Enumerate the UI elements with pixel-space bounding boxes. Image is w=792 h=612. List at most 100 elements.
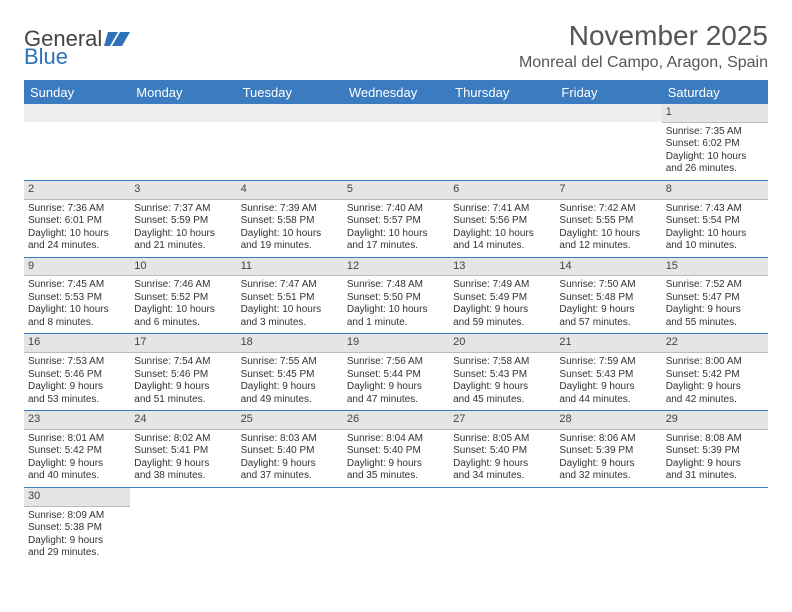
sunset-text: Sunset: 5:47 PM — [666, 292, 764, 305]
day-content: Sunrise: 8:01 AMSunset: 5:42 PMDaylight:… — [28, 433, 126, 483]
week-row: 23Sunrise: 8:01 AMSunset: 5:42 PMDayligh… — [24, 411, 768, 488]
sunset-text: Sunset: 5:41 PM — [134, 445, 232, 458]
day-number: 19 — [343, 334, 449, 353]
day-number: 30 — [24, 488, 130, 507]
sunrise-text: Sunrise: 7:48 AM — [347, 279, 445, 292]
empty-cell — [449, 488, 555, 564]
day-number: 4 — [237, 181, 343, 200]
daylight2-text: and 26 minutes. — [666, 163, 764, 176]
sunset-text: Sunset: 5:42 PM — [666, 369, 764, 382]
daylight1-text: Daylight: 10 hours — [134, 228, 232, 241]
day-number: 16 — [24, 334, 130, 353]
daylight1-text: Daylight: 10 hours — [28, 228, 126, 241]
empty-bar — [343, 104, 449, 122]
day-cell: 18 Sunrise: 7:55 AMSunset: 5:45 PMDayligh… — [237, 334, 343, 410]
day-content: Sunrise: 8:04 AMSunset: 5:40 PMDaylight:… — [347, 433, 445, 483]
sunrise-text: Sunrise: 7:54 AM — [134, 356, 232, 369]
daylight2-text: and 14 minutes. — [453, 240, 551, 253]
empty-cell — [343, 104, 449, 180]
day-cell: 4 Sunrise: 7:39 AMSunset: 5:58 PMDaylight… — [237, 181, 343, 257]
day-content: Sunrise: 7:40 AMSunset: 5:57 PMDaylight:… — [347, 203, 445, 253]
daylight2-text: and 12 minutes. — [559, 240, 657, 253]
day-number: 18 — [237, 334, 343, 353]
sunrise-text: Sunrise: 7:56 AM — [347, 356, 445, 369]
day-content: Sunrise: 7:55 AMSunset: 5:45 PMDaylight:… — [241, 356, 339, 406]
empty-cell — [662, 488, 768, 564]
sunset-text: Sunset: 5:55 PM — [559, 215, 657, 228]
day-cell: 7Sunrise: 7:42 AMSunset: 5:55 PMDaylight… — [555, 181, 661, 257]
day-content: Sunrise: 7:37 AMSunset: 5:59 PMDaylight:… — [134, 203, 232, 253]
sunset-text: Sunset: 5:43 PM — [453, 369, 551, 382]
day-cell: 2Sunrise: 7:36 AMSunset: 6:01 PMDaylight… — [24, 181, 130, 257]
sunrise-text: Sunrise: 8:02 AM — [134, 433, 232, 446]
daylight2-text: and 24 minutes. — [28, 240, 126, 253]
sunset-text: Sunset: 5:57 PM — [347, 215, 445, 228]
daylight1-text: Daylight: 10 hours — [453, 228, 551, 241]
daylight1-text: Daylight: 10 hours — [241, 228, 339, 241]
sunset-text: Sunset: 5:40 PM — [241, 445, 339, 458]
day-cell: 6Sunrise: 7:41 AMSunset: 5:56 PMDaylight… — [449, 181, 555, 257]
sunrise-text: Sunrise: 7:41 AM — [453, 203, 551, 216]
day-content: Sunrise: 7:48 AMSunset: 5:50 PMDaylight:… — [347, 279, 445, 329]
day-content: Sunrise: 7:36 AMSunset: 6:01 PMDaylight:… — [28, 203, 126, 253]
daylight2-text: and 44 minutes. — [559, 394, 657, 407]
day-cell: 1Sunrise: 7:35 AMSunset: 6:02 PMDaylight… — [662, 104, 768, 180]
daylight2-text: and 19 minutes. — [241, 240, 339, 253]
sunset-text: Sunset: 5:59 PM — [134, 215, 232, 228]
daylight1-text: Daylight: 10 hours — [559, 228, 657, 241]
empty-bar — [449, 104, 555, 122]
logo-flag-icon — [104, 30, 130, 48]
day-number: 12 — [343, 258, 449, 277]
day-cell: 14Sunrise: 7:50 AMSunset: 5:48 PMDayligh… — [555, 258, 661, 334]
day-cell: 16Sunrise: 7:53 AMSunset: 5:46 PMDayligh… — [24, 334, 130, 410]
daylight1-text: Daylight: 9 hours — [347, 458, 445, 471]
day-cell: 17Sunrise: 7:54 AMSunset: 5:46 PMDayligh… — [130, 334, 236, 410]
day-header-thursday: Thursday — [449, 85, 555, 100]
sunset-text: Sunset: 5:54 PM — [666, 215, 764, 228]
daylight2-text: and 55 minutes. — [666, 317, 764, 330]
sunrise-text: Sunrise: 7:40 AM — [347, 203, 445, 216]
sunset-text: Sunset: 5:58 PM — [241, 215, 339, 228]
daylight2-text: and 38 minutes. — [134, 470, 232, 483]
daylight2-text: and 3 minutes. — [241, 317, 339, 330]
day-cell: 19Sunrise: 7:56 AMSunset: 5:44 PMDayligh… — [343, 334, 449, 410]
sunrise-text: Sunrise: 8:04 AM — [347, 433, 445, 446]
day-cell: 13Sunrise: 7:49 AMSunset: 5:49 PMDayligh… — [449, 258, 555, 334]
day-content: Sunrise: 7:58 AMSunset: 5:43 PMDaylight:… — [453, 356, 551, 406]
day-cell: 24Sunrise: 8:02 AMSunset: 5:41 PMDayligh… — [130, 411, 236, 487]
week-row: 30Sunrise: 8:09 AMSunset: 5:38 PMDayligh… — [24, 488, 768, 564]
sunset-text: Sunset: 5:44 PM — [347, 369, 445, 382]
daylight1-text: Daylight: 9 hours — [241, 381, 339, 394]
week-row: 9Sunrise: 7:45 AMSunset: 5:53 PMDaylight… — [24, 258, 768, 335]
day-cell: 25Sunrise: 8:03 AMSunset: 5:40 PMDayligh… — [237, 411, 343, 487]
sunrise-text: Sunrise: 8:03 AM — [241, 433, 339, 446]
week-row: 1Sunrise: 7:35 AMSunset: 6:02 PMDaylight… — [24, 104, 768, 181]
empty-bar — [24, 104, 130, 122]
daylight2-text: and 51 minutes. — [134, 394, 232, 407]
empty-cell — [449, 104, 555, 180]
day-content: Sunrise: 7:35 AMSunset: 6:02 PMDaylight:… — [666, 126, 764, 176]
location: Monreal del Campo, Aragon, Spain — [519, 54, 768, 72]
sunrise-text: Sunrise: 7:45 AM — [28, 279, 126, 292]
sunset-text: Sunset: 5:42 PM — [28, 445, 126, 458]
daylight1-text: Daylight: 9 hours — [666, 304, 764, 317]
sunset-text: Sunset: 5:51 PM — [241, 292, 339, 305]
day-number: 27 — [449, 411, 555, 430]
sunset-text: Sunset: 5:49 PM — [453, 292, 551, 305]
day-cell: 27Sunrise: 8:05 AMSunset: 5:40 PMDayligh… — [449, 411, 555, 487]
day-number: 15 — [662, 258, 768, 277]
empty-bar — [237, 104, 343, 122]
daylight1-text: Daylight: 9 hours — [666, 458, 764, 471]
week-row: 2Sunrise: 7:36 AMSunset: 6:01 PMDaylight… — [24, 181, 768, 258]
empty-cell — [555, 104, 661, 180]
empty-cell — [130, 488, 236, 564]
sunrise-text: Sunrise: 8:06 AM — [559, 433, 657, 446]
daylight1-text: Daylight: 10 hours — [666, 151, 764, 164]
daylight2-text: and 8 minutes. — [28, 317, 126, 330]
sunset-text: Sunset: 5:52 PM — [134, 292, 232, 305]
day-content: Sunrise: 7:39 AMSunset: 5:58 PMDaylight:… — [241, 203, 339, 253]
empty-cell — [237, 104, 343, 180]
empty-bar — [555, 104, 661, 122]
day-number: 24 — [130, 411, 236, 430]
day-content: Sunrise: 7:49 AMSunset: 5:49 PMDaylight:… — [453, 279, 551, 329]
